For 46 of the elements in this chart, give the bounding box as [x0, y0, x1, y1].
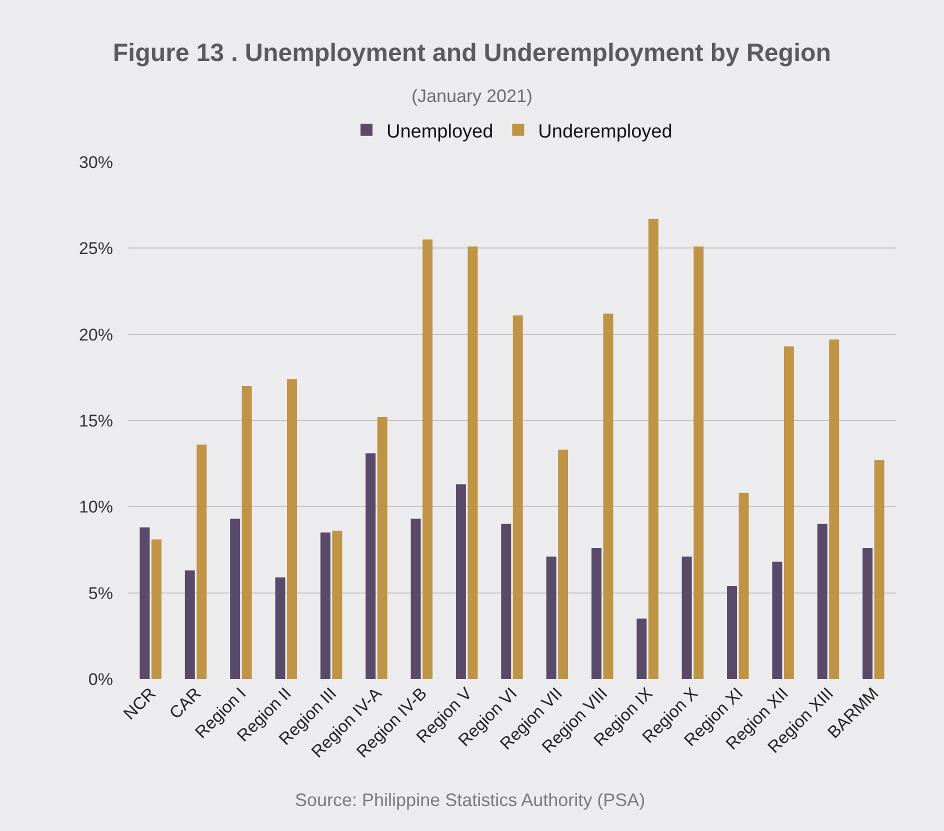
bar: [242, 386, 252, 679]
bar: [366, 453, 376, 679]
y-tick-label: 25%: [78, 239, 113, 258]
bar: [184, 570, 195, 679]
bar: [468, 246, 478, 679]
bar: [501, 524, 512, 679]
bar: [377, 417, 388, 679]
legend-label: Underemployed: [538, 121, 672, 142]
bar: [546, 556, 556, 679]
y-tick-label: 30%: [78, 152, 113, 172]
bar: [829, 340, 840, 679]
y-tick-label: 5%: [88, 584, 113, 603]
bar: [151, 539, 162, 679]
bar: [230, 518, 240, 679]
bar: [320, 532, 330, 679]
bar: [636, 618, 647, 679]
y-tick-label: 10%: [78, 498, 113, 517]
bar: [410, 518, 421, 679]
y-tick-label: 15%: [78, 411, 113, 430]
source-note: Source: Philippine Statistics Authority (PSA): [295, 790, 646, 810]
bar: [772, 562, 782, 679]
bar: [332, 530, 342, 679]
y-tick-label: 20%: [78, 325, 113, 344]
bar: [512, 315, 523, 679]
bar: [603, 314, 614, 679]
bar: [784, 346, 794, 679]
bar: [422, 240, 433, 679]
bar: [694, 246, 704, 679]
bar: [648, 218, 658, 679]
bar: [874, 460, 884, 679]
bar: [817, 524, 828, 679]
chart-title: Figure 13 . Unemployment and Underemployment by Region: [112, 38, 832, 67]
bar: [591, 548, 602, 679]
y-tick-label: 0%: [88, 670, 113, 689]
bar: [140, 527, 150, 679]
legend-label: Unemployed: [386, 121, 494, 142]
bar: [862, 548, 873, 679]
bar: [275, 577, 286, 679]
bar: [196, 444, 207, 679]
bar: [738, 492, 749, 679]
bar: [727, 586, 737, 679]
bar: [287, 379, 297, 679]
chart-subtitle: (January 2021): [411, 86, 533, 106]
bar: [456, 484, 466, 679]
bar: [682, 556, 692, 679]
bar: [558, 450, 568, 679]
